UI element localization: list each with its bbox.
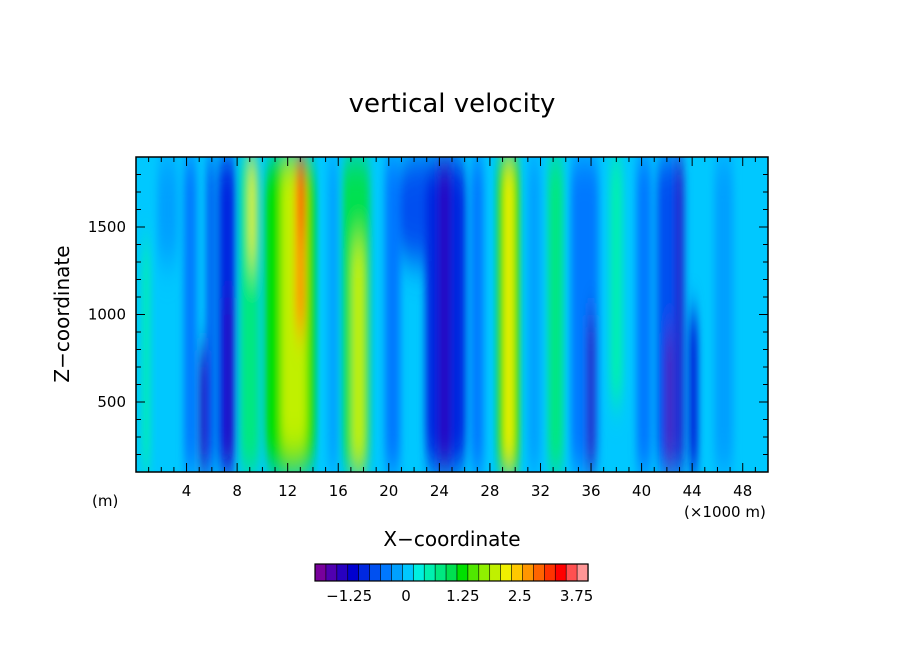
velocity-column-3 [199, 349, 207, 472]
colorbar-swatch [576, 563, 589, 582]
colorbar: −1.25 0 1.25 2.5 3.75 [314, 563, 593, 605]
colorbar-swatch [544, 563, 556, 582]
colorbar-swatch [565, 563, 578, 582]
velocity-column-26 [587, 314, 595, 472]
velocity-column-27 [610, 157, 623, 402]
colorbar-swatch [489, 563, 502, 582]
x-tick-label: 8 [232, 482, 242, 500]
colorbar-swatch [500, 563, 513, 582]
x-unit-left: (m) [92, 492, 118, 510]
colorbar-swatch [533, 563, 545, 582]
velocity-column-6 [224, 297, 233, 472]
velocity-column-22 [503, 157, 514, 472]
x-tick-label: 20 [379, 482, 398, 500]
colorbar-swatch [402, 563, 414, 582]
velocity-column-16 [385, 157, 401, 472]
x-tick-label: 4 [182, 482, 192, 500]
colorbar-swatch [325, 563, 338, 582]
colorbar-tick-label: −1.25 [326, 587, 372, 605]
velocity-column-2 [184, 157, 197, 472]
velocity-column-33 [714, 157, 734, 472]
colorbar-tick-label: 0 [401, 587, 411, 605]
x-tick-label: 36 [581, 482, 600, 500]
chart-title: vertical velocity [349, 89, 556, 119]
x-tick-label: 16 [329, 482, 348, 500]
velocity-column-32 [689, 314, 698, 472]
colorbar-swatch [434, 563, 447, 582]
x-tick-label: 40 [632, 482, 651, 500]
x-tick-label: 32 [531, 482, 550, 500]
colorbar-frame [314, 563, 589, 582]
velocity-column-1 [157, 157, 178, 262]
x-tick-label: 48 [733, 482, 752, 500]
x-tick-label: 24 [430, 482, 449, 500]
velocity-column-19 [439, 157, 450, 472]
colorbar-swatch [554, 563, 567, 582]
velocity-column-31 [676, 157, 683, 472]
velocity-column-23 [527, 157, 541, 472]
y-tick-label: 1000 [88, 306, 126, 324]
velocity-column-28 [636, 157, 652, 472]
x-tick-label: 44 [683, 482, 702, 500]
colorbar-tick-label: 2.5 [508, 587, 532, 605]
colorbar-tick-label: 3.75 [560, 587, 593, 605]
y-axis: 500 1000 1500 [88, 174, 768, 455]
colorbar-swatch [467, 563, 480, 582]
velocity-field [142, 157, 734, 472]
velocity-column-24 [548, 157, 564, 472]
y-tick-label: 500 [97, 393, 126, 411]
colorbar-swatch [369, 563, 382, 582]
x-unit-right: (×1000 m) [684, 503, 766, 521]
plot-area [136, 157, 768, 472]
x-axis-label: X−coordinate [383, 527, 520, 551]
y-axis-label: Z−coordinate [50, 245, 74, 382]
velocity-column-0 [142, 244, 150, 472]
colorbar-swatch [423, 563, 436, 582]
colorbar-swatch [522, 563, 534, 582]
velocity-column-30 [666, 332, 673, 472]
velocity-column-20 [471, 157, 484, 472]
colorbar-swatch [456, 563, 469, 582]
y-tick-label: 1500 [88, 218, 126, 236]
colorbar-swatch [511, 563, 524, 582]
x-axis: 4 8 12 16 20 24 28 32 36 40 44 48 [148, 157, 756, 500]
colorbar-swatch [445, 563, 458, 582]
velocity-column-13 [328, 157, 339, 472]
velocity-column-15 [352, 244, 365, 472]
colorbar-swatch [391, 563, 403, 582]
colorbar-swatch [412, 563, 425, 582]
colorbar-swatch [347, 563, 360, 582]
colorbar-swatch [358, 563, 371, 582]
colorbar-swatch [336, 563, 349, 582]
colorbar-swatch [314, 563, 327, 582]
velocity-column-12 [299, 157, 305, 236]
velocity-column-4 [206, 157, 215, 472]
x-tick-label: 28 [480, 482, 499, 500]
colorbar-swatch [380, 563, 393, 582]
velocity-column-8 [249, 157, 256, 262]
x-tick-label: 12 [278, 482, 297, 500]
colorbar-tick-label: 1.25 [446, 587, 479, 605]
colorbar-swatch [478, 563, 491, 582]
